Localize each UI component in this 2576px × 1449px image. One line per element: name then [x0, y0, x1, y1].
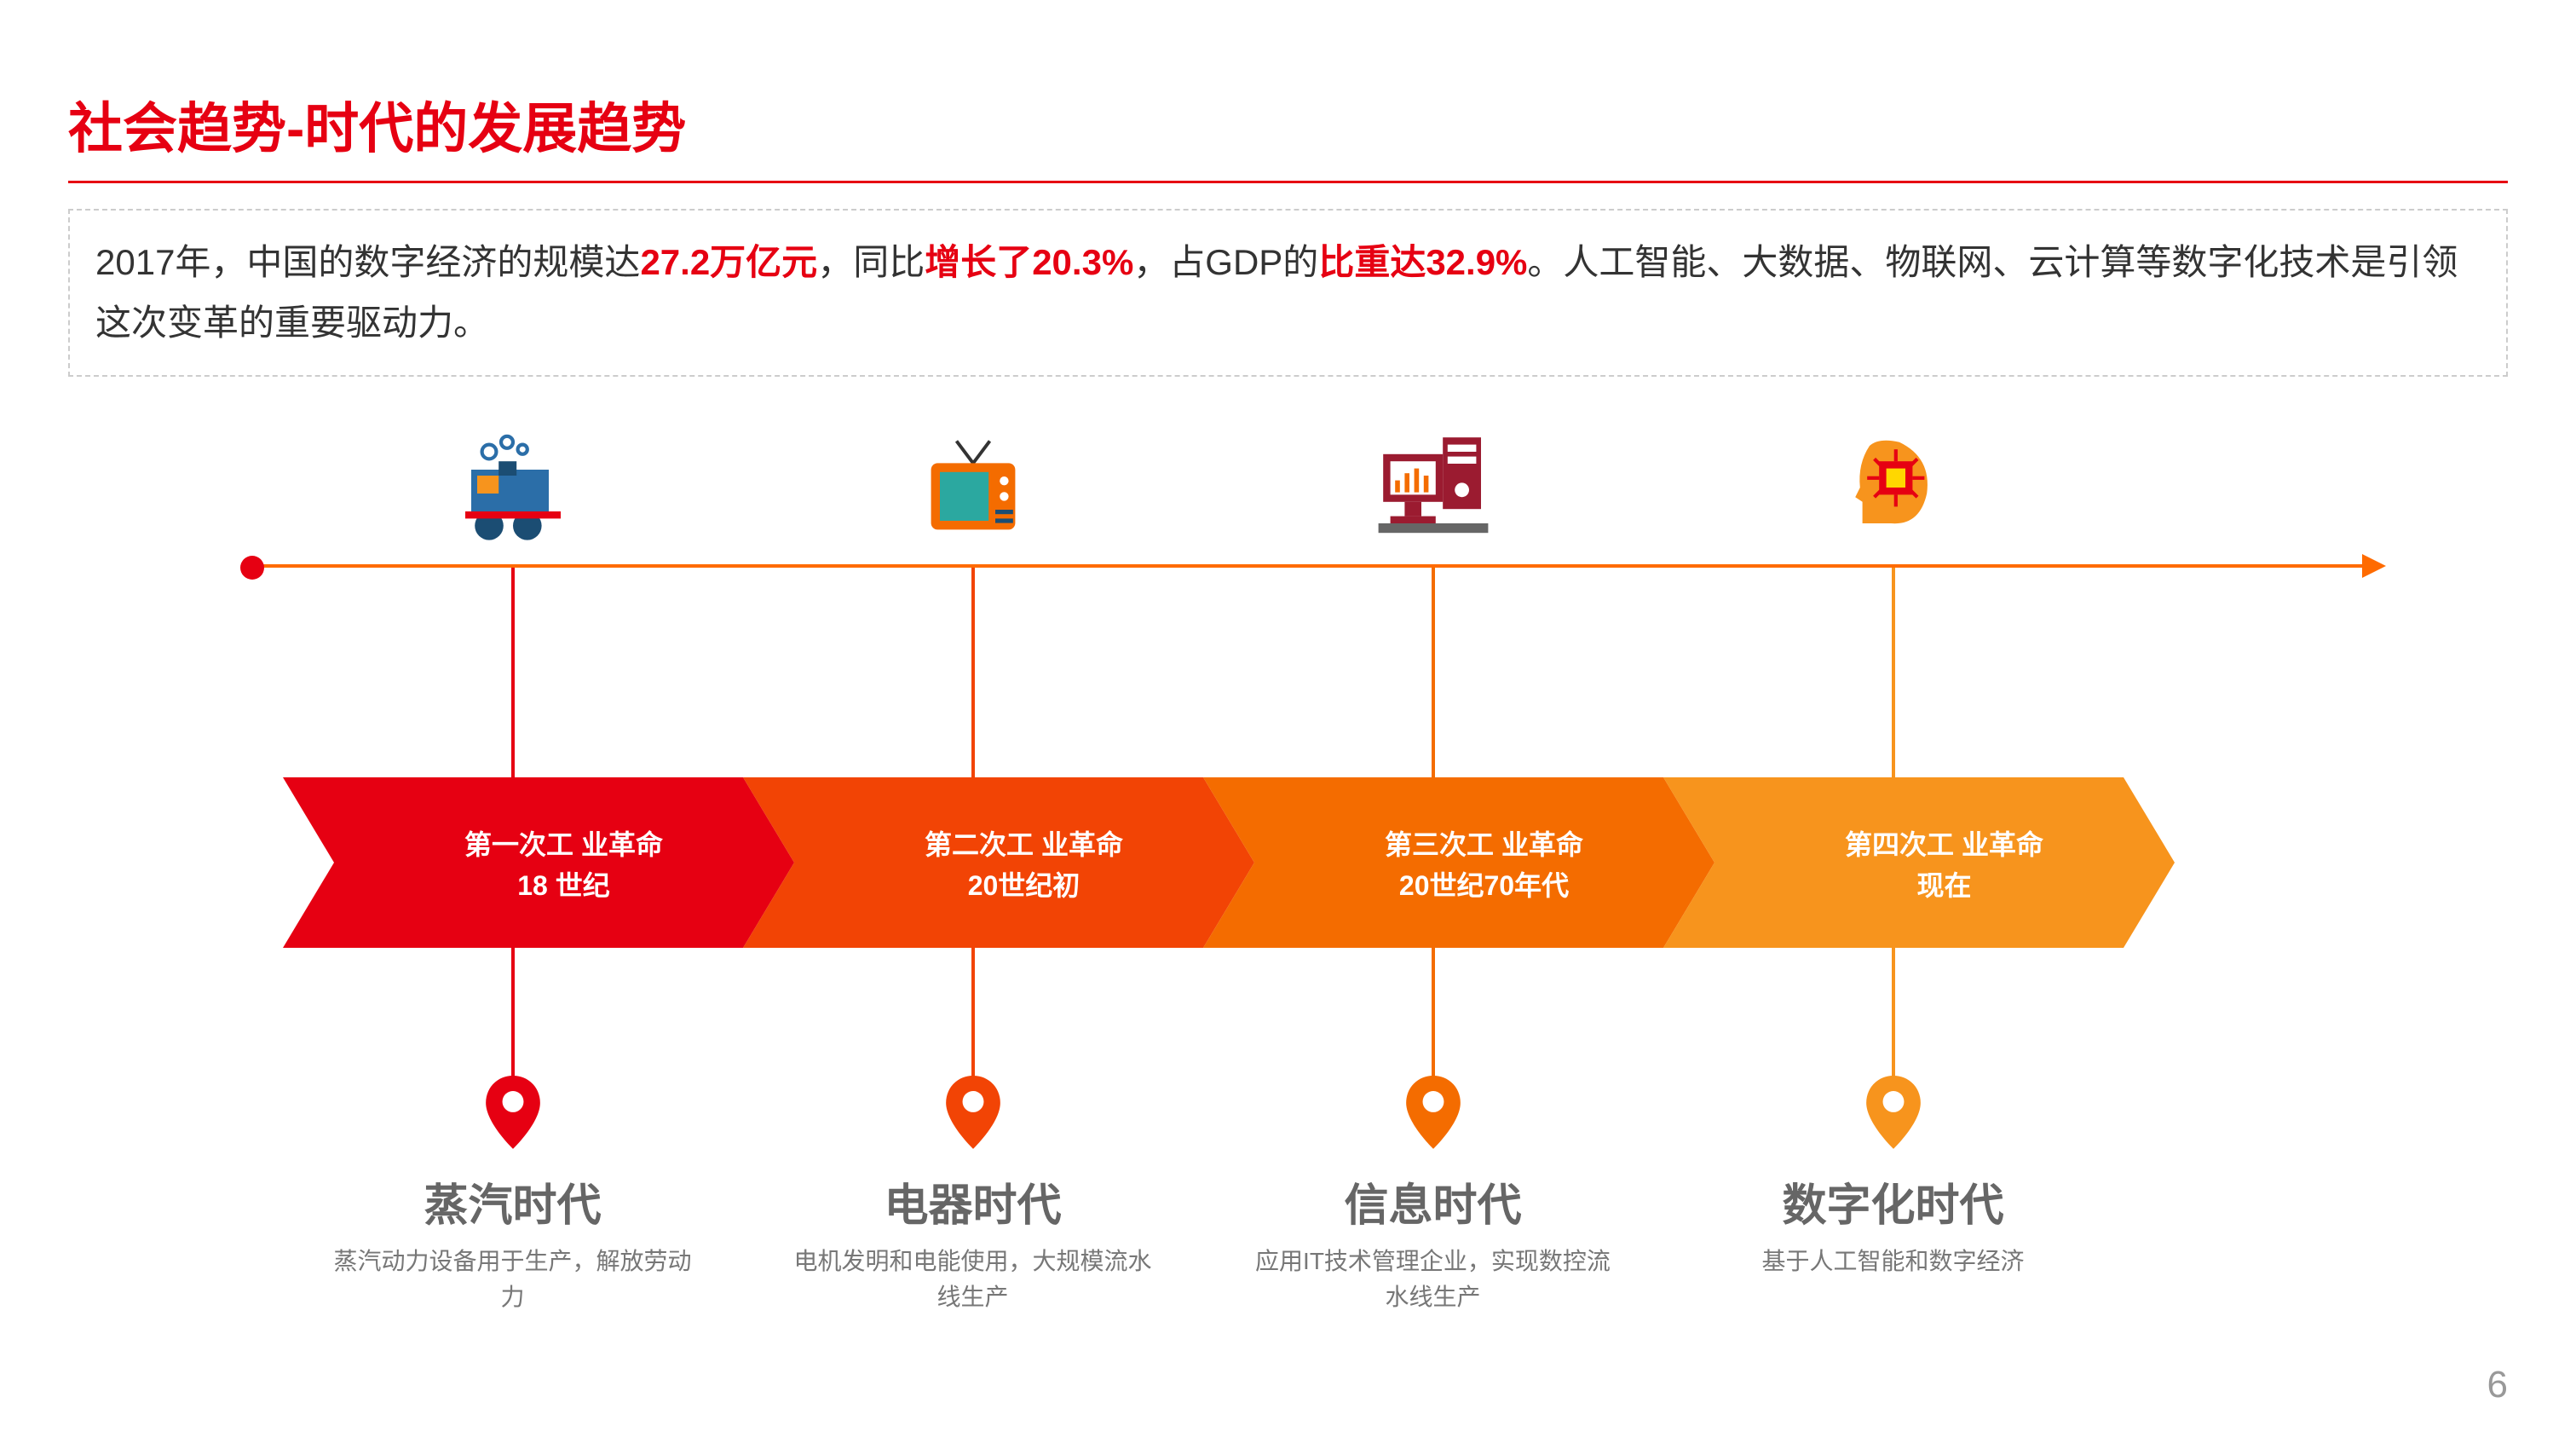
era-3-title: 信息时代 [1254, 1169, 1612, 1233]
map-pin-icon-1 [483, 1076, 543, 1152]
connector-top-2 [971, 568, 975, 777]
desc-mid1: ，同比 [817, 242, 925, 282]
chev-1-title: 第一次工 业革命 [334, 824, 794, 865]
era-2-title: 电器时代 [794, 1169, 1152, 1233]
timeline-axis [249, 564, 2379, 568]
chev-4: 第四次工 业革命 现在 [1714, 777, 2175, 948]
era-1: 蒸汽时代 蒸汽动力设备用于生产，解放劳动力 [334, 1169, 692, 1315]
connector-bot-4 [1892, 948, 1895, 1084]
chev-3: 第三次工 业革命 20世纪70年代 [1254, 777, 1714, 948]
page-number: 6 [2487, 1364, 2508, 1406]
map-pin-icon-2 [943, 1076, 1003, 1152]
desc-stat3: 比重达32.9% [1318, 242, 1527, 282]
chev-3-sub: 20世纪70年代 [1254, 865, 1714, 906]
chev-1-sub: 18 世纪 [334, 865, 794, 906]
chev-2: 第二次工 业革命 20世纪初 [794, 777, 1254, 948]
desc-mid2: ，占GDP的 [1133, 242, 1318, 282]
timeline-start-dot [240, 556, 264, 580]
connector-top-3 [1432, 568, 1435, 777]
map-pin-icon-4 [1864, 1076, 1923, 1152]
connector-bot-1 [511, 948, 515, 1084]
era-2: 电器时代 电机发明和电能使用，大规模流水线生产 [794, 1169, 1152, 1315]
connector-bot-3 [1432, 948, 1435, 1084]
connector-top-4 [1892, 568, 1895, 777]
chev-1: 第一次工 业革命 18 世纪 [334, 777, 794, 948]
map-pin-icon-3 [1403, 1076, 1463, 1152]
tv-icon [913, 428, 1033, 547]
desc-stat1: 27.2万亿元 [640, 242, 817, 282]
chev-2-sub: 20世纪初 [794, 865, 1254, 906]
chev-4-sub: 现在 [1714, 865, 2175, 906]
train-icon [453, 428, 573, 547]
chev-3-title: 第三次工 业革命 [1254, 824, 1714, 865]
chev-4-title: 第四次工 业革命 [1714, 824, 2175, 865]
computer-icon [1374, 428, 1493, 547]
era-1-desc: 蒸汽动力设备用于生产，解放劳动力 [334, 1244, 692, 1315]
era-4-title: 数字化时代 [1714, 1169, 2072, 1233]
era-1-title: 蒸汽时代 [334, 1169, 692, 1233]
era-4: 数字化时代 基于人工智能和数字经济 [1714, 1169, 2072, 1279]
era-3-desc: 应用IT技术管理企业，实现数控流水线生产 [1254, 1244, 1612, 1315]
ai-head-icon [1834, 428, 1953, 547]
chevron-row: 第一次工 业革命 18 世纪 第二次工 业革命 20世纪初 第三次工 业革命 2… [198, 777, 2379, 948]
era-2-desc: 电机发明和电能使用，大规模流水线生产 [794, 1244, 1152, 1315]
timeline: 第一次工 业革命 18 世纪 第二次工 业革命 20世纪初 第三次工 业革命 2… [198, 428, 2379, 1365]
timeline-arrowhead [2362, 554, 2386, 578]
connector-bot-2 [971, 948, 975, 1084]
divider-line [68, 181, 2508, 183]
connector-top-1 [511, 568, 515, 777]
era-4-desc: 基于人工智能和数字经济 [1714, 1244, 2072, 1279]
desc-prefix: 2017年，中国的数字经济的规模达 [95, 242, 640, 282]
era-3: 信息时代 应用IT技术管理企业，实现数控流水线生产 [1254, 1169, 1612, 1315]
page-title: 社会趋势-时代的发展趋势 [68, 85, 2508, 164]
desc-stat2: 增长了20.3% [925, 242, 1133, 282]
chev-2-title: 第二次工 业革命 [794, 824, 1254, 865]
description-box: 2017年，中国的数字经济的规模达27.2万亿元，同比增长了20.3%，占GDP… [68, 209, 2508, 377]
